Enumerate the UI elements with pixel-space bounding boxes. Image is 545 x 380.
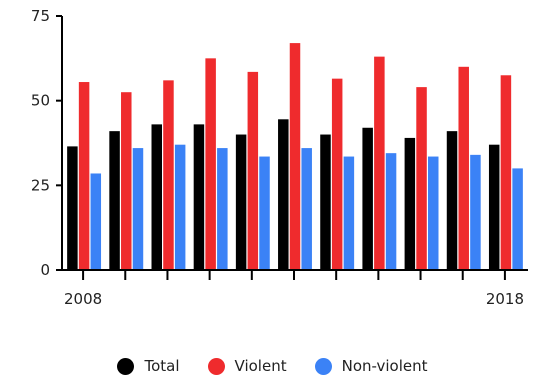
bar-total-2018 [488, 144, 500, 270]
legend-swatch-non-violent [314, 357, 332, 375]
bar-violent-2010 [163, 80, 174, 270]
legend-label-total: Total [144, 357, 180, 375]
bar-violent-2014 [331, 78, 343, 270]
bar-total-2009 [109, 131, 120, 270]
y-tick-label: 0 [40, 261, 50, 279]
bar-violent-2011 [205, 58, 216, 271]
legend-item-total[interactable]: Total [117, 357, 180, 375]
bar-total-2016 [404, 137, 416, 270]
y-tick-label: 50 [31, 92, 50, 110]
bar-violent-2017 [458, 66, 469, 270]
bar-non-violent-2010 [174, 144, 186, 270]
bar-non-violent-2015 [385, 153, 397, 270]
bar-non-violent-2009 [132, 148, 144, 270]
bar-total-2013 [278, 119, 289, 270]
bar-total-2012 [235, 134, 247, 270]
legend: Total Violent Non-violent [0, 352, 545, 380]
bar-total-2011 [193, 124, 205, 270]
bar-total-2017 [446, 131, 458, 270]
bar-violent-2009 [121, 92, 132, 270]
bar-total-2015 [362, 127, 373, 270]
bar-violent-2016 [416, 87, 427, 271]
bar-non-violent-2017 [470, 154, 481, 270]
legend-swatch-violent [207, 357, 225, 375]
bar-non-violent-2008 [90, 173, 102, 270]
x-tick-label: 2008 [64, 290, 102, 308]
y-tick-label: 25 [31, 176, 50, 194]
legend-item-violent[interactable]: Violent [207, 357, 287, 375]
bar-violent-2008 [78, 82, 90, 270]
legend-label-non-violent: Non-violent [341, 357, 428, 375]
bar-violent-2013 [289, 43, 301, 270]
bar-non-violent-2018 [512, 168, 523, 270]
bar-non-violent-2012 [259, 156, 270, 270]
bar-non-violent-2014 [343, 156, 355, 270]
x-tick-label: 2018 [486, 290, 524, 308]
bar-non-violent-2011 [217, 148, 228, 270]
bar-violent-2018 [500, 75, 512, 271]
legend-item-non-violent[interactable]: Non-violent [314, 357, 428, 375]
y-tick-label: 75 [31, 7, 50, 25]
bar-total-2014 [320, 134, 331, 270]
legend-label-violent: Violent [234, 357, 287, 375]
legend-swatch-total [117, 357, 135, 375]
bar-non-violent-2016 [427, 156, 439, 270]
bar-violent-2015 [374, 56, 385, 270]
bar-non-violent-2013 [301, 148, 312, 270]
bar-violent-2012 [247, 71, 259, 270]
bar-total-2010 [151, 124, 163, 270]
bar-total-2008 [67, 146, 78, 270]
